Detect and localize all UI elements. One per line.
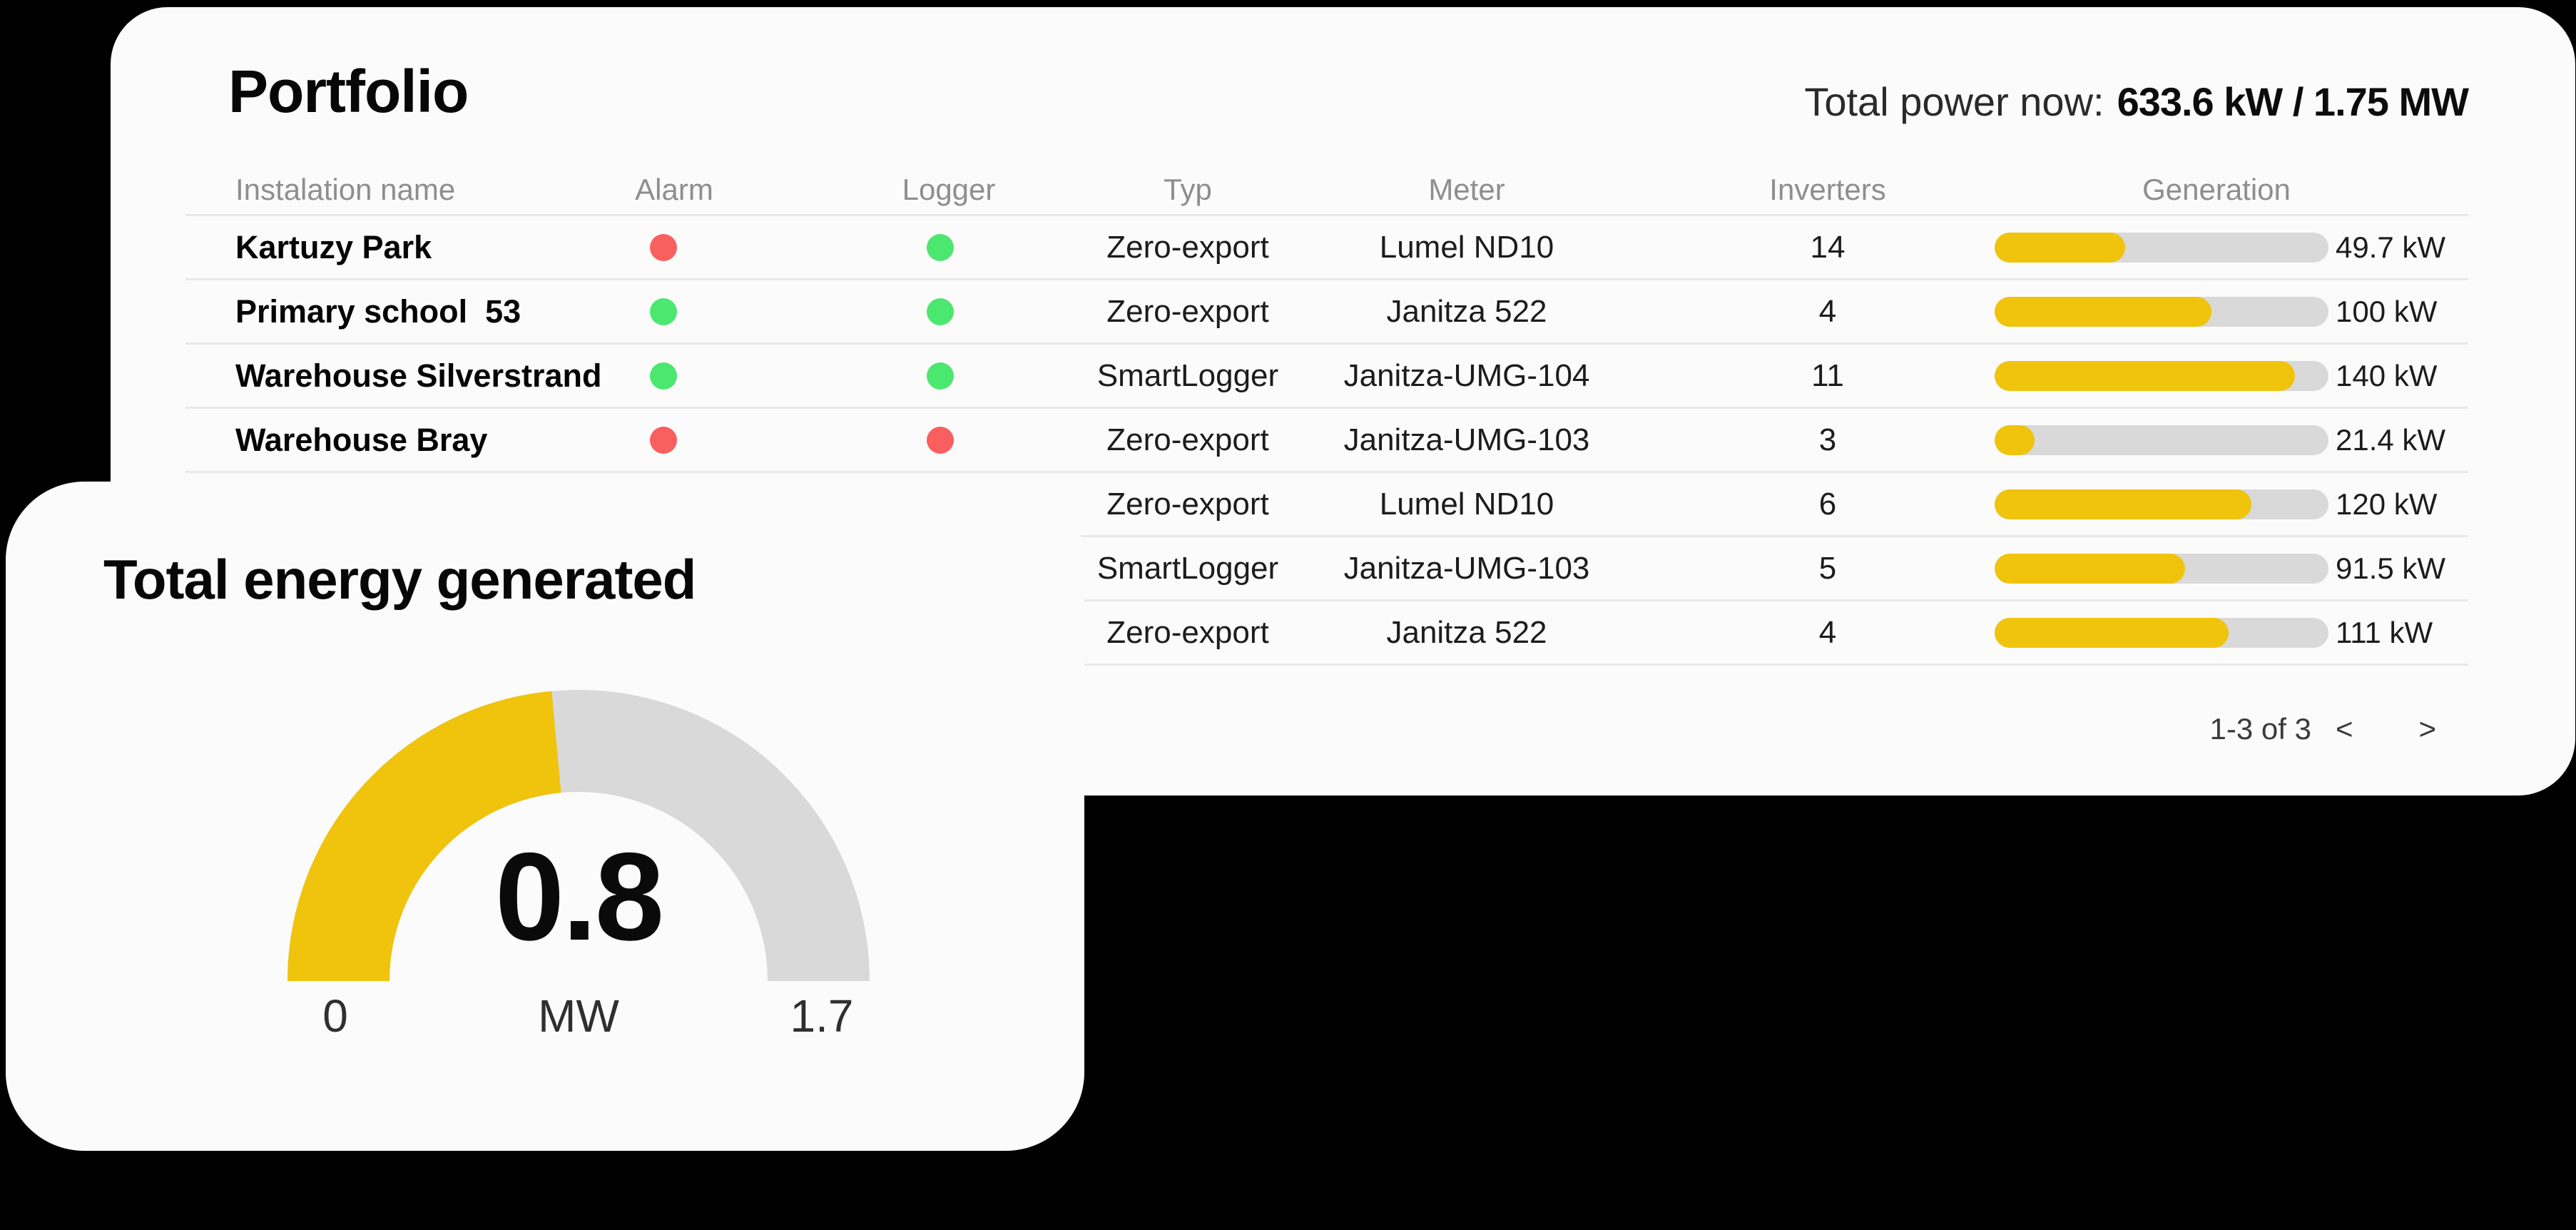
- meter-value: Janitza-UMG-103: [1343, 422, 1590, 457]
- generation-value: 100 kW: [2336, 294, 2438, 328]
- generation-value: 120 kW: [2336, 487, 2438, 521]
- generation-value: 140 kW: [2336, 358, 2438, 392]
- typ-value: SmartLogger: [1096, 357, 1279, 393]
- col-meter: Meter: [1428, 173, 1505, 206]
- alarm-status-dot: [650, 233, 677, 261]
- generation-bar: [1995, 617, 2328, 648]
- typ-value: SmartLogger: [1096, 550, 1279, 586]
- meter-value: Lumel ND10: [1379, 229, 1554, 265]
- generation-bar: [1995, 296, 2328, 327]
- generation-bar: [1995, 232, 2328, 263]
- col-alarm: Alarm: [635, 173, 713, 206]
- gauge-fill-arc: [287, 691, 562, 982]
- pagination-prev-icon[interactable]: <: [2335, 712, 2353, 746]
- table-row[interactable]: Kartuzy Park Zero-export Lumel ND10 14 49.7 …: [185, 216, 2468, 280]
- installation-name: Warehouse Bray: [235, 421, 488, 458]
- table-row[interactable]: Warehouse Silverstrand SmartLogger Janitza…: [185, 345, 2468, 409]
- meter-value: Janitza-UMG-103: [1343, 550, 1590, 586]
- total-power-now: Total power now: 633.6 kW / 1.75 MW: [1804, 78, 2469, 125]
- generation-value: 111 kW: [2336, 615, 2433, 649]
- table-body: Kartuzy Park Zero-export Lumel ND10 14 49.7 …: [185, 216, 2468, 666]
- inverters-count: 11: [1811, 357, 1844, 393]
- meter-value: Janitza 522: [1386, 293, 1547, 329]
- generation-bar-fill: [1995, 232, 2125, 263]
- col-installation-name: Instalation name: [235, 173, 456, 206]
- meter-value: Janitza 522: [1386, 614, 1547, 650]
- typ-value: Zero-export: [1106, 293, 1269, 329]
- page-title: Portfolio: [228, 58, 469, 125]
- generation-bar-fill: [1995, 425, 2035, 455]
- installation-name: Primary school 53: [235, 293, 521, 330]
- meter-value: Janitza-UMG-104: [1343, 357, 1590, 393]
- gauge-min-label: 0: [322, 990, 348, 1042]
- generation-bar: [1995, 553, 2328, 584]
- table-row[interactable]: SmartLogger Janitza-UMG-103 5 91.5 kW: [185, 537, 2468, 601]
- gauge-value: 0.8: [494, 828, 664, 967]
- inverters-count: 5: [1818, 550, 1837, 586]
- total-power-label: Total power now:: [1804, 79, 2104, 124]
- col-inverters: Inverters: [1769, 173, 1886, 206]
- total-energy-card: Total energy generated 0.8 MW 0 1.7: [6, 482, 1084, 1151]
- col-logger: Logger: [902, 173, 996, 206]
- inverters-count: 4: [1818, 293, 1837, 329]
- energy-gauge-chart: [287, 690, 870, 982]
- gauge-unit: MW: [538, 990, 619, 1042]
- alarm-status-dot: [650, 298, 677, 325]
- total-power-value: 633.6 kW / 1.75 MW: [2117, 79, 2469, 124]
- table-row[interactable]: Zero-export Lumel ND10 6 120 kW: [185, 473, 2468, 537]
- generation-bar: [1995, 360, 2328, 391]
- generation-bar-fill: [1995, 489, 2252, 519]
- typ-value: Zero-export: [1106, 486, 1269, 522]
- alarm-status-dot: [650, 362, 677, 390]
- pagination-next-icon[interactable]: >: [2418, 712, 2436, 746]
- table-row[interactable]: Primary school 53 Zero-export Janitza 522 4…: [185, 280, 2468, 345]
- logger-status-dot: [927, 426, 954, 454]
- inverters-count: 14: [1810, 229, 1846, 265]
- typ-value: Zero-export: [1106, 229, 1269, 265]
- generation-bar-fill: [1995, 617, 2229, 648]
- pagination: 1-3 of 3 < >: [2210, 712, 2437, 746]
- generation-bar-fill: [1995, 553, 2185, 584]
- inverters-count: 6: [1818, 486, 1837, 522]
- logger-status-dot: [927, 233, 954, 261]
- col-generation: Generation: [2142, 173, 2291, 206]
- table-header-row: Instalation name Alarm Logger Typ Meter …: [185, 150, 2468, 216]
- meter-value: Lumel ND10: [1379, 486, 1554, 522]
- typ-value: Zero-export: [1106, 614, 1269, 650]
- generation-value: 21.4 kW: [2336, 422, 2446, 457]
- gauge-max-label: 1.7: [790, 990, 854, 1042]
- pagination-range: 1-3 of 3: [2209, 712, 2311, 746]
- generation-bar-fill: [1995, 296, 2212, 327]
- installation-name: Kartuzy Park: [235, 228, 432, 265]
- logger-status-dot: [927, 362, 954, 390]
- alarm-status-dot: [650, 426, 677, 454]
- col-typ: Typ: [1164, 173, 1212, 206]
- table-row[interactable]: Warehouse Bray Zero-export Janitza-UMG-103…: [185, 409, 2468, 473]
- generation-bar: [1995, 425, 2328, 455]
- inverters-count: 4: [1818, 614, 1837, 650]
- generation-value: 91.5 kW: [2336, 551, 2446, 585]
- inverters-count: 3: [1818, 422, 1837, 457]
- gauge-title: Total energy generated: [103, 548, 696, 611]
- generation-bar-fill: [1995, 360, 2296, 391]
- generation-value: 49.7 kW: [2336, 230, 2446, 264]
- typ-value: Zero-export: [1106, 422, 1269, 457]
- logger-status-dot: [927, 298, 954, 325]
- generation-bar: [1995, 489, 2328, 519]
- table-row[interactable]: Zero-export Janitza 522 4 111 kW: [185, 601, 2468, 666]
- installation-name: Warehouse Silverstrand: [235, 357, 602, 394]
